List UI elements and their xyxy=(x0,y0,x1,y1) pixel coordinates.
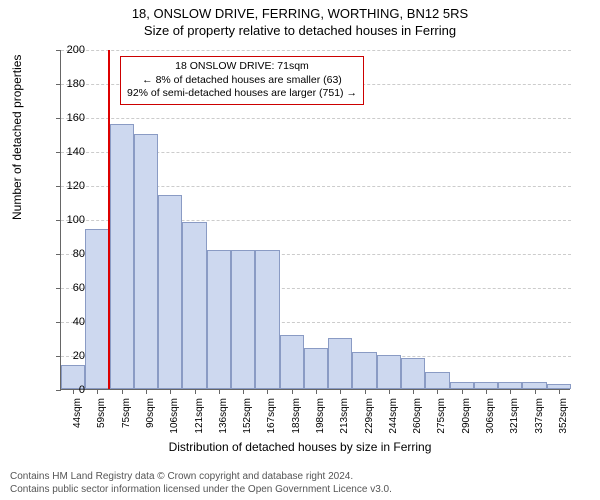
histogram-bar xyxy=(207,250,231,389)
histogram-bar xyxy=(450,382,474,389)
ytick-label: 140 xyxy=(67,146,85,158)
ytick-label: 180 xyxy=(67,78,85,90)
gridline xyxy=(61,50,571,51)
footer-line2: Contains public sector information licen… xyxy=(10,483,590,496)
chart-title-sub: Size of property relative to detached ho… xyxy=(0,21,600,38)
xtick-mark xyxy=(195,389,196,394)
xtick-label: 59sqm xyxy=(96,398,107,443)
histogram-bar xyxy=(255,250,279,389)
xtick-mark xyxy=(292,389,293,394)
xtick-label: 198sqm xyxy=(315,398,326,443)
xtick-mark xyxy=(73,389,74,394)
histogram-bar xyxy=(328,338,352,389)
xtick-mark xyxy=(122,389,123,394)
xtick-label: 152sqm xyxy=(242,398,253,443)
histogram-bar xyxy=(158,195,182,389)
xtick-mark xyxy=(365,389,366,394)
ytick-mark xyxy=(56,50,61,51)
histogram-bar xyxy=(425,372,449,389)
histogram-bar xyxy=(474,382,498,389)
histogram-bar xyxy=(377,355,401,389)
ytick-mark xyxy=(56,254,61,255)
ytick-label: 100 xyxy=(67,214,85,226)
ytick-mark xyxy=(56,288,61,289)
ytick-label: 160 xyxy=(67,112,85,124)
histogram-bar xyxy=(401,358,425,389)
xtick-mark xyxy=(146,389,147,394)
ytick-mark xyxy=(56,186,61,187)
xtick-mark xyxy=(510,389,511,394)
xtick-label: 90sqm xyxy=(145,398,156,443)
histogram-bar xyxy=(182,222,206,389)
histogram-bar xyxy=(231,250,255,389)
ytick-label: 0 xyxy=(79,384,85,396)
ytick-label: 200 xyxy=(67,44,85,56)
histogram-bar xyxy=(280,335,304,389)
xtick-mark xyxy=(243,389,244,394)
histogram-bar xyxy=(134,134,158,389)
xtick-label: 167sqm xyxy=(266,398,277,443)
y-axis-label: Number of detached properties xyxy=(10,55,24,220)
xtick-label: 213sqm xyxy=(339,398,350,443)
xtick-label: 75sqm xyxy=(121,398,132,443)
ytick-label: 40 xyxy=(73,316,85,328)
ytick-mark xyxy=(56,220,61,221)
xtick-mark xyxy=(340,389,341,394)
xtick-label: 352sqm xyxy=(558,398,569,443)
xtick-mark xyxy=(486,389,487,394)
annotation-line2: ← 8% of detached houses are smaller (63) xyxy=(127,74,357,88)
xtick-label: 260sqm xyxy=(412,398,423,443)
xtick-label: 337sqm xyxy=(534,398,545,443)
xtick-label: 106sqm xyxy=(169,398,180,443)
xtick-mark xyxy=(559,389,560,394)
ytick-label: 120 xyxy=(67,180,85,192)
xtick-mark xyxy=(170,389,171,394)
gridline xyxy=(61,118,571,119)
xtick-mark xyxy=(413,389,414,394)
histogram-bar xyxy=(110,124,134,389)
ytick-mark xyxy=(56,356,61,357)
xtick-label: 44sqm xyxy=(72,398,83,443)
ytick-mark xyxy=(56,84,61,85)
ytick-mark xyxy=(56,322,61,323)
xtick-mark xyxy=(437,389,438,394)
xtick-label: 321sqm xyxy=(509,398,520,443)
xtick-mark xyxy=(316,389,317,394)
annotation-line3: 92% of semi-detached houses are larger (… xyxy=(127,87,357,101)
xtick-label: 183sqm xyxy=(291,398,302,443)
ytick-mark xyxy=(56,152,61,153)
ytick-mark xyxy=(56,390,61,391)
reference-line xyxy=(108,50,110,389)
histogram-bar xyxy=(304,348,328,389)
annotation-box: 18 ONSLOW DRIVE: 71sqm ← 8% of detached … xyxy=(120,56,364,105)
annotation-line1: 18 ONSLOW DRIVE: 71sqm xyxy=(127,60,357,74)
xtick-mark xyxy=(97,389,98,394)
ytick-mark xyxy=(56,118,61,119)
xtick-mark xyxy=(462,389,463,394)
xtick-label: 306sqm xyxy=(485,398,496,443)
footer-credits: Contains HM Land Registry data © Crown c… xyxy=(10,470,590,496)
xtick-label: 229sqm xyxy=(364,398,375,443)
xtick-label: 136sqm xyxy=(218,398,229,443)
ytick-label: 80 xyxy=(73,248,85,260)
xtick-label: 290sqm xyxy=(461,398,472,443)
chart-plot-area: 18 ONSLOW DRIVE: 71sqm ← 8% of detached … xyxy=(60,50,570,390)
histogram-bar xyxy=(85,229,109,389)
ytick-label: 60 xyxy=(73,282,85,294)
xtick-mark xyxy=(389,389,390,394)
xtick-label: 244sqm xyxy=(388,398,399,443)
footer-line1: Contains HM Land Registry data © Crown c… xyxy=(10,470,590,483)
xtick-mark xyxy=(535,389,536,394)
xtick-mark xyxy=(267,389,268,394)
chart-title-main: 18, ONSLOW DRIVE, FERRING, WORTHING, BN1… xyxy=(0,0,600,21)
histogram-bar xyxy=(498,382,522,389)
ytick-label: 20 xyxy=(73,350,85,362)
xtick-label: 275sqm xyxy=(436,398,447,443)
xtick-mark xyxy=(219,389,220,394)
xtick-label: 121sqm xyxy=(194,398,205,443)
histogram-bar xyxy=(522,382,546,389)
histogram-bar xyxy=(352,352,376,389)
